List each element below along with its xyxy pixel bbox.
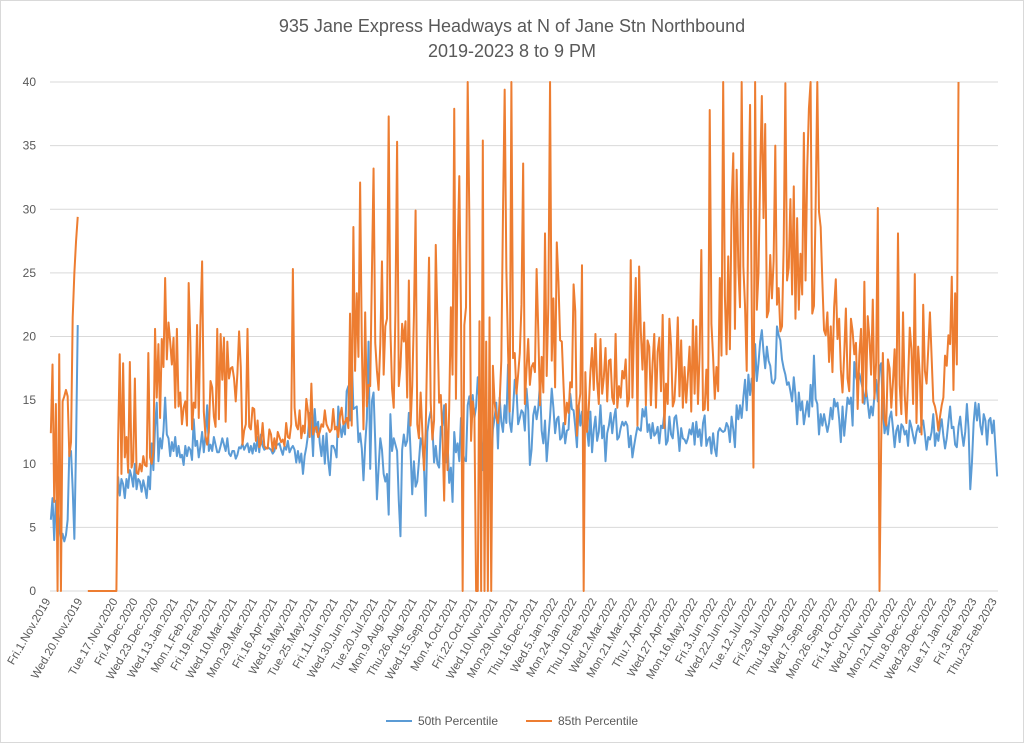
legend-label-85th: 85th Percentile (558, 714, 639, 728)
series-lines (49, 81, 999, 592)
y-axis-ticks: 0 5 10 15 20 25 30 35 40 (23, 75, 37, 598)
legend-label-50th: 50th Percentile (417, 714, 498, 728)
y-tick-label: 15 (23, 393, 37, 407)
series-line-50th-percentile (49, 325, 999, 543)
legend: 50th Percentile 85th Percentile (0, 712, 1024, 730)
series-line-85th-percentile (49, 81, 960, 592)
y-tick-label: 25 (23, 266, 37, 280)
y-tick-label: 0 (29, 584, 36, 598)
legend-swatch-50th (385, 720, 412, 722)
chart-title: 935 Jane Express Headways at N of Jane S… (278, 16, 746, 36)
chart-subtitle: 2019-2023 8 to 9 PM (427, 41, 597, 61)
legend-item-50th: 50th Percentile (385, 714, 498, 728)
y-tick-label: 35 (23, 139, 37, 153)
y-tick-label: 40 (23, 75, 37, 89)
y-tick-label: 30 (23, 202, 37, 216)
legend-item-85th: 85th Percentile (526, 714, 638, 728)
y-tick-label: 5 (29, 520, 36, 534)
y-tick-label: 20 (23, 330, 37, 344)
x-axis-ticks: Fri.1.Nov.2019Wed.20.Nov.2019Tue.17.Nov.… (6, 596, 1000, 682)
legend-swatch-85th (526, 720, 552, 722)
y-tick-label: 10 (23, 457, 37, 471)
